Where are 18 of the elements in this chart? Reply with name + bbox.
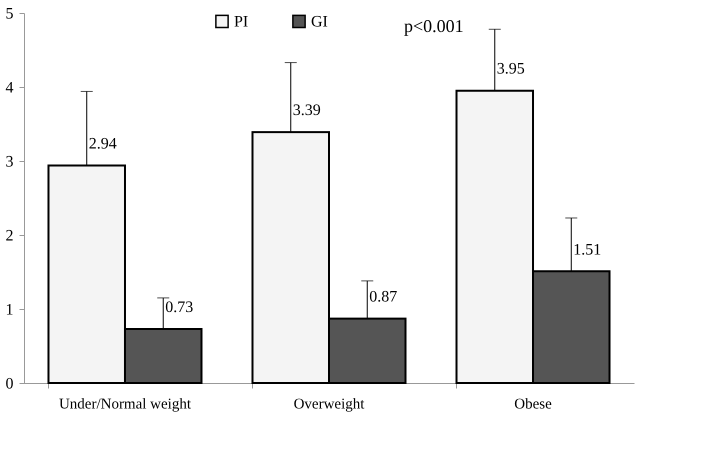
data-label: 2.94 [88,135,117,152]
x-tick-label: Under/Normal weight [58,396,192,412]
data-label: 0.87 [369,288,398,306]
data-label: 0.73 [165,298,194,316]
data-label: 1.51 [573,241,602,258]
data-label: 3.39 [292,102,321,120]
x-tick-label: Obese [514,396,552,412]
legend-label: GI [311,13,328,30]
y-tick-label: 1 [6,302,14,318]
x-tick-label: Overweight [294,396,366,412]
legend-label: PI [234,13,248,30]
y-tick-label: 0 [6,376,14,392]
y-tick-label: 4 [6,80,14,96]
data-label: 3.95 [496,60,525,78]
annotation: p<0.001 [404,16,464,36]
y-tick-label: 5 [6,6,14,22]
y-tick-label: 2 [6,228,14,244]
y-tick-label: 3 [6,154,14,170]
